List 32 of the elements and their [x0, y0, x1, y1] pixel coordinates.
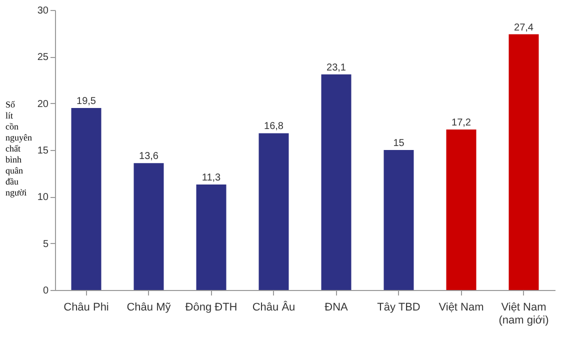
x-tick-label: Đông ĐTH [185, 302, 238, 314]
text: Số lít cồn nguyên chất bình quân đầu người [6, 100, 32, 198]
y-tick-label: 10 [37, 192, 49, 204]
y-tick-label: 30 [37, 6, 49, 16]
x-tick-label: Châu Phi [64, 302, 109, 314]
data-label: 15 [393, 138, 405, 149]
y-tick-label: 15 [37, 146, 49, 156]
bar [196, 184, 226, 290]
bar [321, 74, 352, 290]
data-label: 17,2 [452, 117, 472, 128]
bar [258, 133, 289, 290]
data-label: 23,1 [326, 62, 346, 74]
y-tick-label: 25 [37, 52, 49, 64]
data-label: 13,6 [139, 151, 159, 162]
y-tick-label: 0 [42, 286, 49, 296]
data-label: 19,5 [76, 96, 96, 107]
x-tick-label: Việt Nam (nam giới) [498, 302, 549, 326]
x-tick-label: ĐNA [324, 302, 349, 314]
bar [384, 150, 414, 290]
y-tick-label: 20 [37, 98, 49, 110]
data-label: 16,8 [264, 121, 284, 132]
data-label: 27,4 [514, 22, 534, 34]
bar [446, 129, 476, 290]
bar [134, 163, 164, 290]
y-tick-label: 5 [42, 238, 49, 250]
x-tick-label: Tây TBD [377, 302, 420, 314]
x-tick-label: Châu Âu [252, 300, 296, 314]
x-tick-label: Việt Nam [438, 302, 484, 314]
bar [71, 108, 102, 290]
bar [508, 34, 539, 290]
data-label: 11,3 [202, 172, 222, 184]
x-tick-label: Châu Mỹ [126, 302, 172, 314]
